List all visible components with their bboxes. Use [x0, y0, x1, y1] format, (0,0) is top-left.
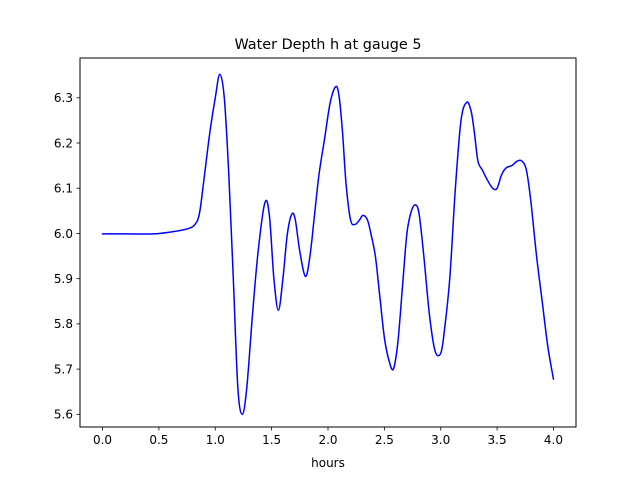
x-tick-label: 1.5: [262, 433, 281, 447]
y-tick-label: 5.7: [54, 362, 73, 376]
x-tick-label: 3.0: [431, 433, 450, 447]
chart-title: Water Depth h at gauge 5: [234, 37, 421, 53]
x-tick-label: 4.0: [544, 433, 563, 447]
y-axis-ticks: 5.6 5.7 5.8 5.9 6.0 6.1 6.2 6.3: [54, 91, 80, 422]
x-tick-label: 2.0: [318, 433, 337, 447]
y-tick-label: 5.9: [54, 272, 73, 286]
y-tick-label: 5.6: [54, 408, 73, 422]
series-line-h: [101, 73, 555, 416]
plot-frame: [79, 57, 577, 428]
y-tick-label: 5.8: [54, 317, 73, 331]
x-tick-label: 2.5: [375, 433, 394, 447]
x-tick-label: 0.5: [149, 433, 168, 447]
y-tick-label: 6.0: [54, 227, 73, 241]
series-layer: [101, 73, 555, 416]
y-tick-label: 6.2: [54, 136, 73, 150]
x-axis-ticks: 0.0 0.5 1.0 1.5 2.0 2.5 3.0 3.5 4.0: [93, 427, 563, 447]
x-axis-label: hours: [311, 456, 345, 470]
x-tick-label: 3.5: [488, 433, 507, 447]
y-tick-label: 6.1: [54, 182, 73, 196]
y-tick-label: 6.3: [54, 91, 73, 105]
x-tick-label: 0.0: [93, 433, 112, 447]
x-tick-label: 1.0: [206, 433, 225, 447]
